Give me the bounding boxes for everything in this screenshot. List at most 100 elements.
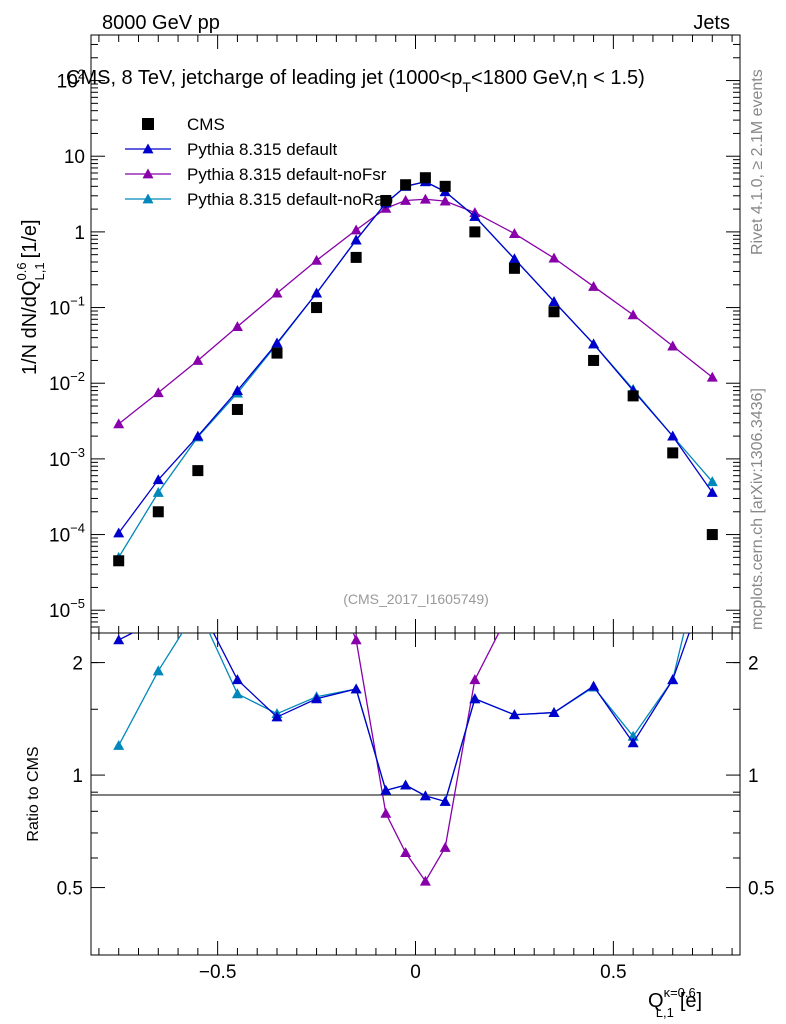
main-y-tick-label: 10−1 xyxy=(49,294,85,320)
data-point-noFsr xyxy=(588,280,600,291)
ratio-y-tick-label-right: 0.5 xyxy=(748,879,774,900)
tick-exponent: −4 xyxy=(70,521,85,536)
data-point-noFsr xyxy=(400,194,412,205)
data-point-cms xyxy=(439,180,451,192)
ratio-y-tick-label-right: 1 xyxy=(748,766,759,787)
data-point-cms xyxy=(311,302,323,314)
tick-exponent: −5 xyxy=(70,596,85,611)
data-point-default xyxy=(469,210,481,221)
category-label: Jets xyxy=(693,12,730,34)
data-point-cms xyxy=(627,390,639,402)
data-point-noFsr xyxy=(439,195,451,206)
data-point-noFsr xyxy=(667,340,679,351)
x-axis-label: Qκ=0.6 L,1[e] xyxy=(648,985,702,1020)
data-point-default xyxy=(667,430,679,441)
tick-base: 10 xyxy=(49,374,70,395)
ratio-series xyxy=(113,633,690,886)
ratio-point-noRap xyxy=(113,739,125,750)
data-point-noFsr xyxy=(113,418,125,429)
ratio-point-default xyxy=(548,707,560,717)
ratio-point-noFsr xyxy=(439,842,451,852)
ratio-point-default xyxy=(419,790,431,801)
ratio-series-noFsr xyxy=(350,633,500,886)
ratio-point-default xyxy=(508,709,520,720)
data-point-noFsr xyxy=(380,202,392,213)
data-point-cms xyxy=(706,529,718,541)
ratio-line-noFsr xyxy=(352,633,500,883)
ratio-point-noFsr xyxy=(400,847,412,858)
main-y-tick-label: 102 xyxy=(57,67,85,93)
data-point-default xyxy=(192,430,204,441)
ratio-line-default xyxy=(118,633,690,803)
ratio-point-default xyxy=(231,674,243,685)
ratio-y-tick-label-right: 2 xyxy=(748,654,759,675)
ratio-point-default xyxy=(113,634,125,645)
series-line-default xyxy=(118,181,713,534)
legend-label: Pythia 8.315 default-noFsr xyxy=(187,165,387,184)
data-point-cms xyxy=(400,179,412,191)
tick-base: 10 xyxy=(64,147,85,168)
x-tick-label: 0.5 xyxy=(600,962,626,983)
data-point-noFsr xyxy=(419,193,431,204)
ratio-point-default xyxy=(350,683,362,694)
data-point-noFsr xyxy=(231,321,243,332)
ratio-line-noRap xyxy=(118,633,685,803)
x-tick-label: −0.5 xyxy=(199,962,237,983)
data-point-cms xyxy=(380,194,392,206)
data-point-noFsr xyxy=(627,309,639,320)
data-point-default xyxy=(548,296,560,306)
data-point-cms xyxy=(469,226,481,238)
ratio-point-default xyxy=(380,784,392,795)
legend-label: Pythia 8.315 default-noRap xyxy=(187,190,393,209)
legend-label: Pythia 8.315 default xyxy=(187,140,338,159)
data-point-cms xyxy=(508,262,520,274)
legend-marker-cms xyxy=(142,118,154,130)
ratio-point-noRap xyxy=(152,665,164,676)
rivet-label: Rivet 4.1.0, ≥ 2.1M events xyxy=(749,69,766,255)
ratio-point-default xyxy=(439,795,451,806)
ratio-panel: 0.5 0.5 1 1 2 2 −0.5 0 0.5 Ratio to CMS Qκ=0.6 L… xyxy=(25,632,775,1020)
ratio-point-noRap xyxy=(231,688,243,699)
energy-label: 8000 GeV pp xyxy=(102,12,220,34)
series-default xyxy=(113,176,718,538)
data-point-cms xyxy=(548,306,560,318)
data-point-noFsr xyxy=(508,228,520,238)
data-point-cms xyxy=(152,506,164,518)
main-y-tick-label: 10−4 xyxy=(49,521,85,547)
data-point-noFsr xyxy=(152,387,164,398)
tick-exponent: 2 xyxy=(78,67,85,82)
ratio-y-tick-label: 2 xyxy=(72,654,83,675)
data-point-noFsr xyxy=(271,287,283,298)
main-y-tick-label: 1 xyxy=(74,223,85,244)
main-y-tick-label: 10−3 xyxy=(49,445,85,471)
legend-marker-default xyxy=(142,143,154,154)
ratio-y-label: Ratio to CMS xyxy=(25,746,42,841)
legend: CMS Pythia 8.315 default Pythia 8.315 defa… xyxy=(125,115,393,209)
ratio-point-default xyxy=(469,693,481,704)
ratio-clipped xyxy=(113,633,690,886)
data-point-cms xyxy=(271,347,283,359)
data-point-cms xyxy=(419,172,431,184)
x-tick-label: 0 xyxy=(410,962,421,983)
series-cms xyxy=(113,172,718,567)
ratio-point-default xyxy=(271,711,283,722)
ratio-point-noFsr xyxy=(380,807,392,818)
series-line-noFsr xyxy=(118,198,713,425)
ratio-y-tick-label: 1 xyxy=(72,766,83,787)
data-point-default xyxy=(231,385,243,395)
tick-exponent: −3 xyxy=(70,445,85,460)
tick-base: 10 xyxy=(49,299,70,320)
watermark: (CMS_2017_I1605749) xyxy=(343,591,489,607)
ratio-point-default xyxy=(588,680,600,691)
main-y-tick-label: 10−5 xyxy=(49,596,85,622)
ratio-frame xyxy=(90,632,741,956)
data-point-cms xyxy=(667,447,679,459)
series-noRap xyxy=(113,176,718,562)
data-point-noFsr xyxy=(311,254,323,265)
ratio-point-noFsr xyxy=(469,674,481,685)
tick-exponent: −1 xyxy=(70,294,85,309)
ratio-y-ticks: 0.5 0.5 1 1 2 2 xyxy=(57,654,775,900)
main-y-tick-label: 10−2 xyxy=(49,369,85,395)
